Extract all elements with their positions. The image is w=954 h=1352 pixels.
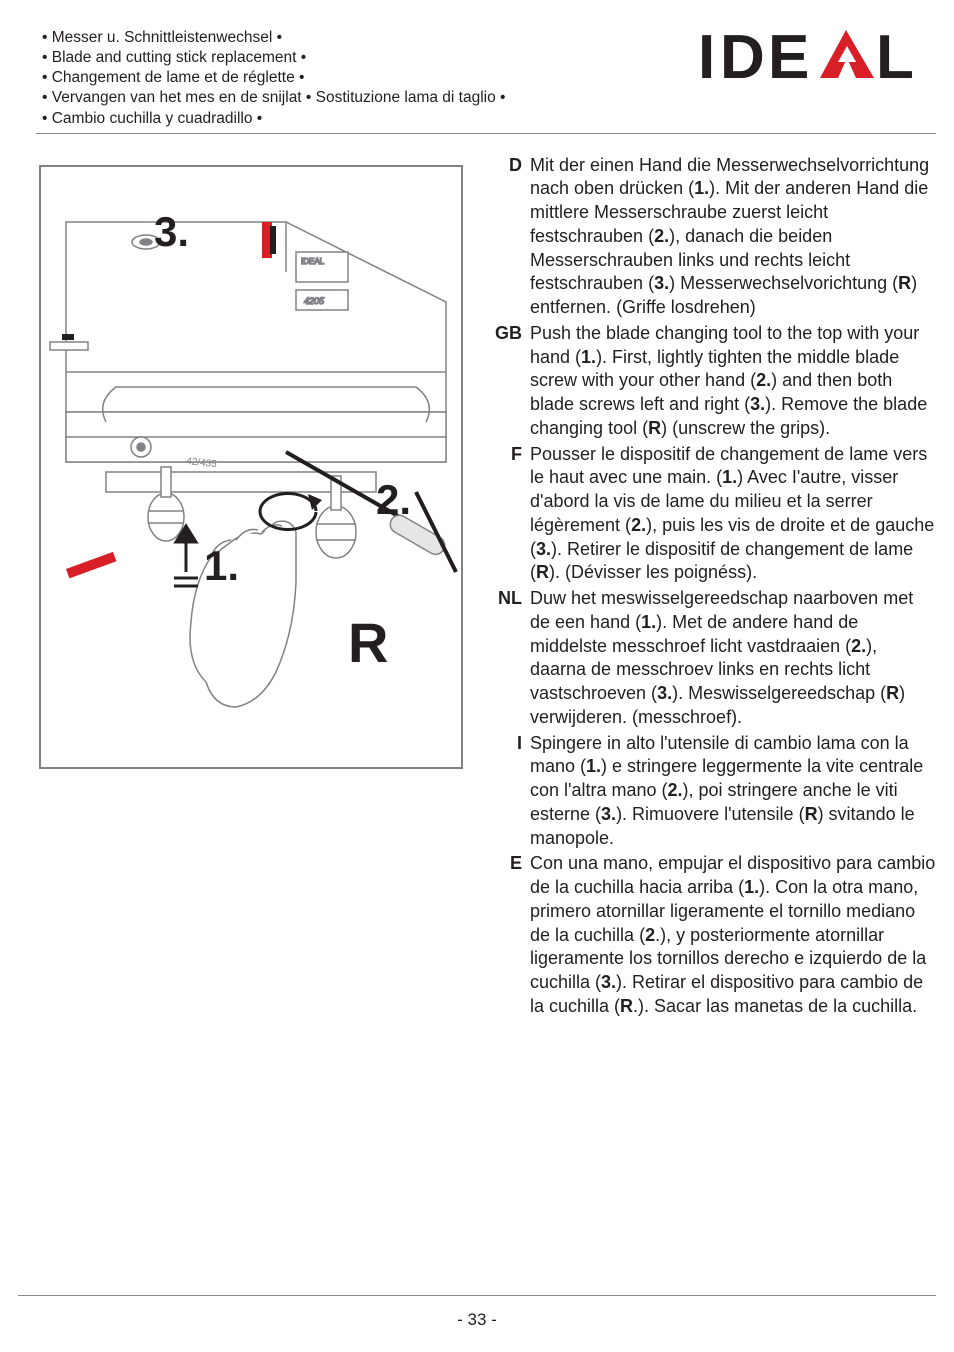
header-bullet: • Messer u. Schnittleistenwechsel • (42, 28, 505, 48)
svg-text:4205: 4205 (304, 296, 325, 306)
instruction-block: F Pousser le dispositif de changement de… (490, 443, 936, 586)
header-bullet: • Vervangen van het mes en de snijlat • … (42, 88, 505, 108)
instruction-column: D Mit der einen Hand die Messerwechselvo… (490, 154, 936, 1021)
svg-text:42/435: 42/435 (186, 456, 218, 470)
instruction-block: NL Duw het meswisselgereedschap naarbove… (490, 587, 936, 730)
svg-text:IDEAL: IDEAL (301, 257, 325, 266)
instruction-block: E Con una mano, empujar el dispositivo p… (490, 852, 936, 1018)
diagram-label-2: 2. (376, 476, 411, 523)
header-bullet: • Blade and cutting stick replacement • (42, 48, 505, 68)
svg-text:I: I (698, 24, 715, 90)
diagram-label-3: 3. (154, 208, 189, 255)
lang-code: NL (490, 587, 530, 730)
header-bullet: • Cambio cuchilla y cuadradillo • (42, 109, 505, 129)
blade-change-diagram: IDEAL 4205 (36, 162, 466, 772)
diagram-label-1: 1. (204, 542, 239, 589)
instruction-block: I Spingere in alto l'utensile di cambio … (490, 732, 936, 851)
instruction-text: Spingere in alto l'utensile di cambio la… (530, 732, 936, 851)
instruction-text: Pousser le dispositif de changement de l… (530, 443, 936, 586)
svg-text:E: E (768, 24, 809, 90)
svg-text:D: D (720, 24, 765, 90)
svg-text:L: L (876, 24, 914, 90)
lang-code: F (490, 443, 530, 586)
instruction-block: GB Push the blade changing tool to the t… (490, 322, 936, 441)
footer-divider (18, 1295, 936, 1296)
instruction-text: Mit der einen Hand die Messerwechselvorr… (530, 154, 936, 320)
header-bullet-list: • Messer u. Schnittleistenwechsel • • Bl… (36, 28, 505, 129)
instruction-text: Con una mano, empujar el dispositivo par… (530, 852, 936, 1018)
lang-code: D (490, 154, 530, 320)
page-number: - 33 - (0, 1310, 954, 1330)
lang-code: I (490, 732, 530, 851)
header-row: • Messer u. Schnittleistenwechsel • • Bl… (36, 28, 936, 129)
diagram-label-r: R (348, 611, 388, 674)
instruction-text: Push the blade changing tool to the top … (530, 322, 936, 441)
instruction-text: Duw het meswisselgereedschap naarboven m… (530, 587, 936, 730)
instruction-block: D Mit der einen Hand die Messerwechselvo… (490, 154, 936, 320)
lang-code: GB (490, 322, 530, 441)
header-divider (36, 133, 936, 134)
ideal-logo: I D E L (698, 24, 928, 90)
header-bullet: • Changement de lame et de réglette • (42, 68, 505, 88)
lang-code: E (490, 852, 530, 1018)
